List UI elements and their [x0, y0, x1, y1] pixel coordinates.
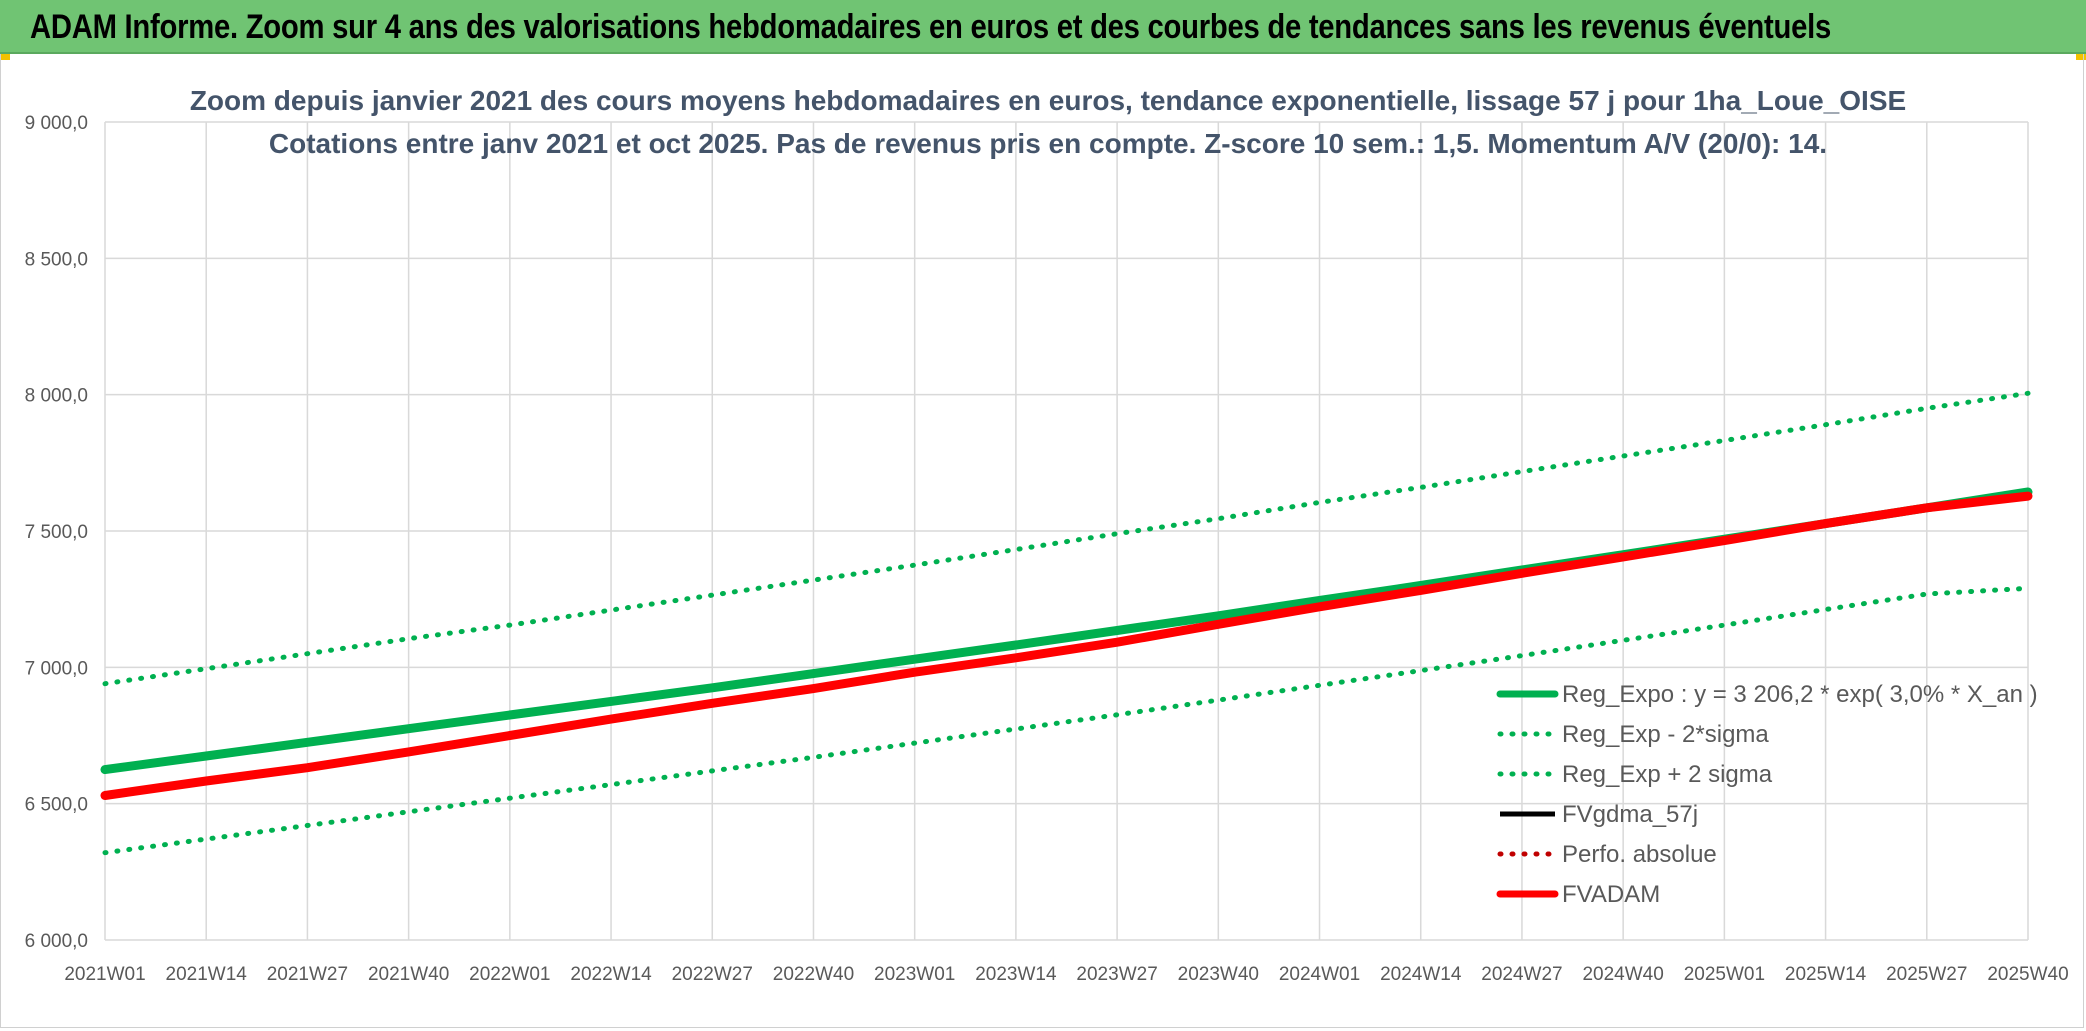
y-tick-label: 9 000,0	[25, 113, 88, 134]
x-tick-label: 2025W27	[1886, 964, 1967, 985]
report-banner: ADAM Informe. Zoom sur 4 ans des valoris…	[0, 0, 2086, 54]
legend-label-perfo-absolue: Perfo. absolue	[1562, 841, 1717, 868]
x-tick-label: 2021W40	[368, 964, 449, 985]
x-tick-label: 2022W27	[672, 964, 753, 985]
chart-legend: Reg_Expo : y = 3 206,2 * exp( 3,0% * X_a…	[1496, 681, 2038, 908]
x-tick-label: 2021W14	[166, 964, 248, 985]
chart-frame	[0, 54, 2084, 1028]
axis-layer: 9 000,0 8 500,0 8 000,0 7 500,0 7 000,0 6 500…	[25, 113, 2069, 985]
x-tick-label: 2023W40	[1178, 964, 1259, 985]
x-tick-label: 2024W01	[1279, 964, 1360, 985]
chart-subtitle: Cotations entre janv 2021 et oct 2025. P…	[269, 128, 1827, 159]
x-tick-label: 2025W40	[1987, 964, 2068, 985]
series-line-reg-exp-2-sigma	[102, 390, 2031, 687]
legend-label-fvadam: FVADAM	[1562, 881, 1660, 908]
y-tick-label: 7 000,0	[25, 658, 88, 679]
x-tick-label: 2021W01	[64, 964, 145, 985]
report-title: ADAM Informe. Zoom sur 4 ans des valoris…	[30, 8, 1832, 46]
x-tick-label: 2024W14	[1380, 964, 1462, 985]
chart-title: Zoom depuis janvier 2021 des cours moyen…	[190, 85, 1906, 116]
legend-label-fvgdma-57j: FVgdma_57j	[1562, 801, 1698, 828]
x-tick-label: 2021W27	[267, 964, 348, 985]
corner-marker	[0, 54, 10, 60]
x-tick-label: 2023W14	[975, 964, 1057, 985]
series-layer	[100, 390, 2033, 856]
legend-label-reg-exp-2-sigma: Reg_Exp + 2 sigma	[1562, 761, 1773, 788]
y-tick-label: 8 000,0	[25, 386, 88, 407]
y-tick-label: 6 500,0	[25, 795, 88, 816]
x-tick-label: 2022W40	[773, 964, 854, 985]
x-tick-label: 2025W01	[1684, 964, 1765, 985]
x-tick-label: 2024W27	[1481, 964, 1562, 985]
x-tick-label: 2024W40	[1582, 964, 1663, 985]
x-tick-label: 2022W01	[469, 964, 550, 985]
legend-label-reg-exp-2-sigma: Reg_Exp - 2*sigma	[1562, 721, 1769, 748]
y-tick-label: 7 500,0	[25, 522, 88, 543]
series-line-reg-exp-2-sigma	[102, 585, 2031, 856]
x-tick-label: 2025W14	[1785, 964, 1867, 985]
y-tick-label: 8 500,0	[25, 249, 88, 270]
y-tick-label: 6 000,0	[25, 931, 88, 952]
x-tick-label: 2023W01	[874, 964, 955, 985]
series-line-fvadam	[100, 491, 2033, 800]
x-tick-label: 2023W27	[1076, 964, 1157, 985]
legend-label-reg-expo-y-3-206-2-exp-3-0-x-an: Reg_Expo : y = 3 206,2 * exp( 3,0% * X_a…	[1562, 681, 2038, 708]
corner-marker	[2076, 54, 2086, 60]
x-tick-label: 2022W14	[570, 964, 652, 985]
grid-layer	[104, 121, 2029, 941]
